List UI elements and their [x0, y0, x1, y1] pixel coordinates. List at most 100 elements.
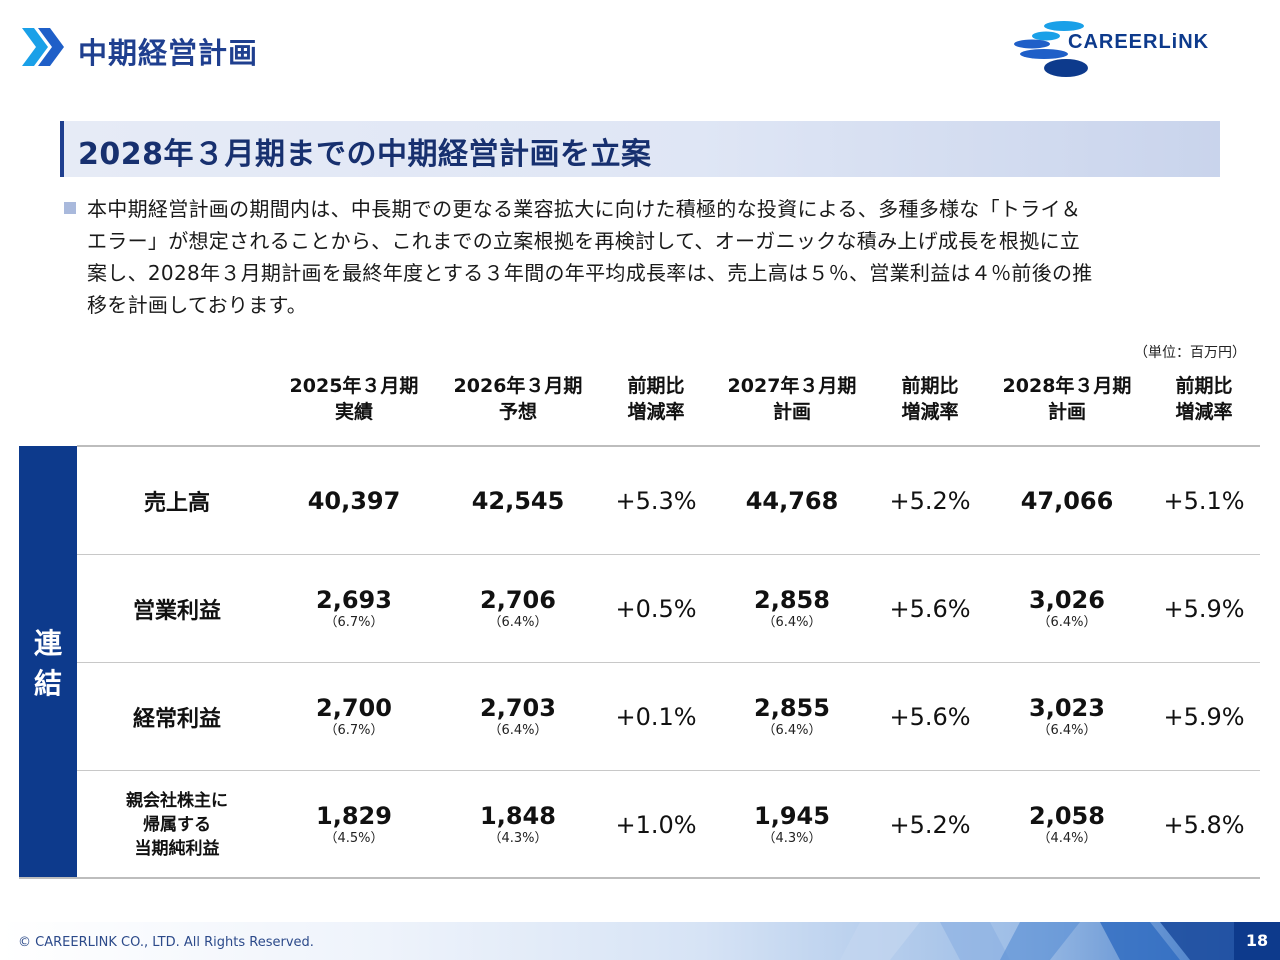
growth-cell: +5.1% — [1152, 447, 1256, 555]
value-cell: 2,700 （6.7%） — [276, 663, 432, 771]
value-cell: 1,848 （4.3%） — [440, 771, 596, 879]
consolidated-rail: 連 結 — [19, 446, 77, 878]
amount-value: 1,945 — [754, 802, 830, 830]
header-line: 増減率 — [1175, 401, 1233, 423]
growth-rate: +5.2% — [889, 487, 971, 515]
header-line: 計画 — [772, 401, 811, 423]
header-fy2026: 2026年３月期 予想 — [440, 373, 596, 429]
amount-value: 2,703 — [480, 694, 556, 722]
value-cell: 1,829 （4.5%） — [276, 771, 432, 879]
margin-value: （6.4%） — [1037, 723, 1097, 738]
paragraph-line: 移を計画しております。 — [87, 293, 308, 317]
row-label: 経常利益 — [97, 663, 257, 771]
careerlink-logo: CAREERLiNK — [1014, 21, 1209, 77]
row-divider — [77, 662, 1260, 663]
header-line: 増減率 — [901, 401, 959, 423]
growth-rate: +5.8% — [1163, 811, 1245, 839]
value-cell: 3,023 （6.4%） — [989, 663, 1145, 771]
header-fy2027: 2027年３月期 計画 — [714, 373, 870, 429]
header-line: 実績 — [334, 401, 373, 423]
value-cell: 2,858 （6.4%） — [714, 555, 870, 663]
page-number: 18 — [1234, 922, 1280, 960]
growth-cell: +0.1% — [604, 663, 708, 771]
header-line: 2028年３月期 — [1002, 375, 1132, 397]
value-cell: 44,768 — [714, 447, 870, 555]
growth-cell: +5.2% — [878, 447, 982, 555]
row-label-line: 当期純利益 — [134, 839, 220, 859]
growth-cell: +5.9% — [1152, 555, 1256, 663]
margin-value: （6.4%） — [762, 615, 822, 630]
growth-rate: +1.0% — [615, 811, 697, 839]
growth-cell: +5.3% — [604, 447, 708, 555]
value-cell: 42,545 — [440, 447, 596, 555]
header-line: 増減率 — [627, 401, 685, 423]
copyright-text: © CAREERLINK CO., LTD. All Rights Reserv… — [18, 935, 314, 950]
growth-rate: +5.9% — [1163, 595, 1245, 623]
growth-cell: +5.6% — [878, 555, 982, 663]
paragraph-line: 案し、2028年３月期計画を最終年度とする３年間の年平均成長率は、売上高は５％、… — [87, 261, 1093, 285]
margin-value: （4.5%） — [324, 831, 384, 846]
amount-value: 3,026 — [1029, 586, 1105, 614]
growth-cell: +5.8% — [1152, 771, 1256, 879]
logo-text: CAREERLiNK — [1068, 31, 1209, 53]
margin-value: （4.3%） — [488, 831, 548, 846]
value-cell: 2,058 （4.4%） — [989, 771, 1145, 879]
table-bottom-rule — [19, 877, 1260, 879]
table-top-rule — [77, 445, 1260, 447]
header-line: 計画 — [1047, 401, 1086, 423]
square-bullet-icon — [64, 202, 76, 214]
margin-value: （4.4%） — [1037, 831, 1097, 846]
amount-value: 42,545 — [471, 487, 565, 515]
margin-value: （6.7%） — [324, 723, 384, 738]
page-title: 中期経営計画 — [78, 36, 259, 70]
growth-rate: +0.5% — [615, 595, 697, 623]
description-paragraph: 本中期経営計画の期間内は、中長期での更なる業容拡大に向けた積極的な投資による、多… — [87, 193, 1227, 321]
header-line: 前期比 — [1175, 375, 1233, 397]
row-label-line: 帰属する — [143, 815, 211, 835]
margin-value: （6.4%） — [488, 615, 548, 630]
unit-label: （単位：百万円） — [1134, 345, 1246, 361]
amount-value: 1,848 — [480, 802, 556, 830]
growth-cell: +5.9% — [1152, 663, 1256, 771]
header-growth-2028: 前期比 増減率 — [1152, 373, 1256, 429]
value-cell: 40,397 — [276, 447, 432, 555]
amount-value: 3,023 — [1029, 694, 1105, 722]
row-label-line: 経常利益 — [132, 707, 221, 732]
row-label-line: 売上高 — [143, 491, 210, 516]
margin-value: （6.4%） — [488, 723, 548, 738]
footer-pattern — [840, 922, 1234, 960]
amount-value: 1,829 — [316, 802, 392, 830]
amount-value: 47,066 — [1020, 487, 1114, 515]
rail-label: 連 結 — [33, 627, 62, 700]
amount-value: 40,397 — [307, 487, 401, 515]
value-cell: 2,855 （6.4%） — [714, 663, 870, 771]
row-label-line: 営業利益 — [132, 599, 221, 624]
value-cell: 2,693 （6.7%） — [276, 555, 432, 663]
margin-value: （6.4%） — [1037, 615, 1097, 630]
growth-cell: +5.6% — [878, 663, 982, 771]
growth-cell: +5.2% — [878, 771, 982, 879]
margin-value: （6.7%） — [324, 615, 384, 630]
header-line: 2027年３月期 — [727, 375, 857, 397]
header-fy2028: 2028年３月期 計画 — [989, 373, 1145, 429]
row-label: 親会社株主に 帰属する当期純利益 — [97, 771, 257, 879]
growth-rate: +5.2% — [889, 811, 971, 839]
value-cell: 3,026 （6.4%） — [989, 555, 1145, 663]
value-cell: 2,706 （6.4%） — [440, 555, 596, 663]
header-line: 2025年３月期 — [289, 375, 419, 397]
table-row: 売上高 40,397 42,545 44,768 47,066 +5.3% +5.2% +5.… — [77, 447, 1260, 555]
row-divider — [77, 770, 1260, 771]
row-label-line: 親会社株主に — [126, 791, 228, 811]
value-cell: 1,945 （4.3%） — [714, 771, 870, 879]
amount-value: 2,693 — [316, 586, 392, 614]
header-line: 2026年３月期 — [453, 375, 583, 397]
row-label: 売上高 — [97, 447, 257, 555]
margin-value: （4.3%） — [762, 831, 822, 846]
row-divider — [77, 554, 1260, 555]
header-line: 予想 — [498, 401, 537, 423]
subtitle-band: 2028年３月期までの中期経営計画を立案 — [60, 121, 1220, 177]
amount-value: 2,706 — [480, 586, 556, 614]
header-growth-2026: 前期比 増減率 — [604, 373, 708, 429]
row-label: 営業利益 — [97, 555, 257, 663]
double-chevron-icon — [22, 28, 64, 66]
